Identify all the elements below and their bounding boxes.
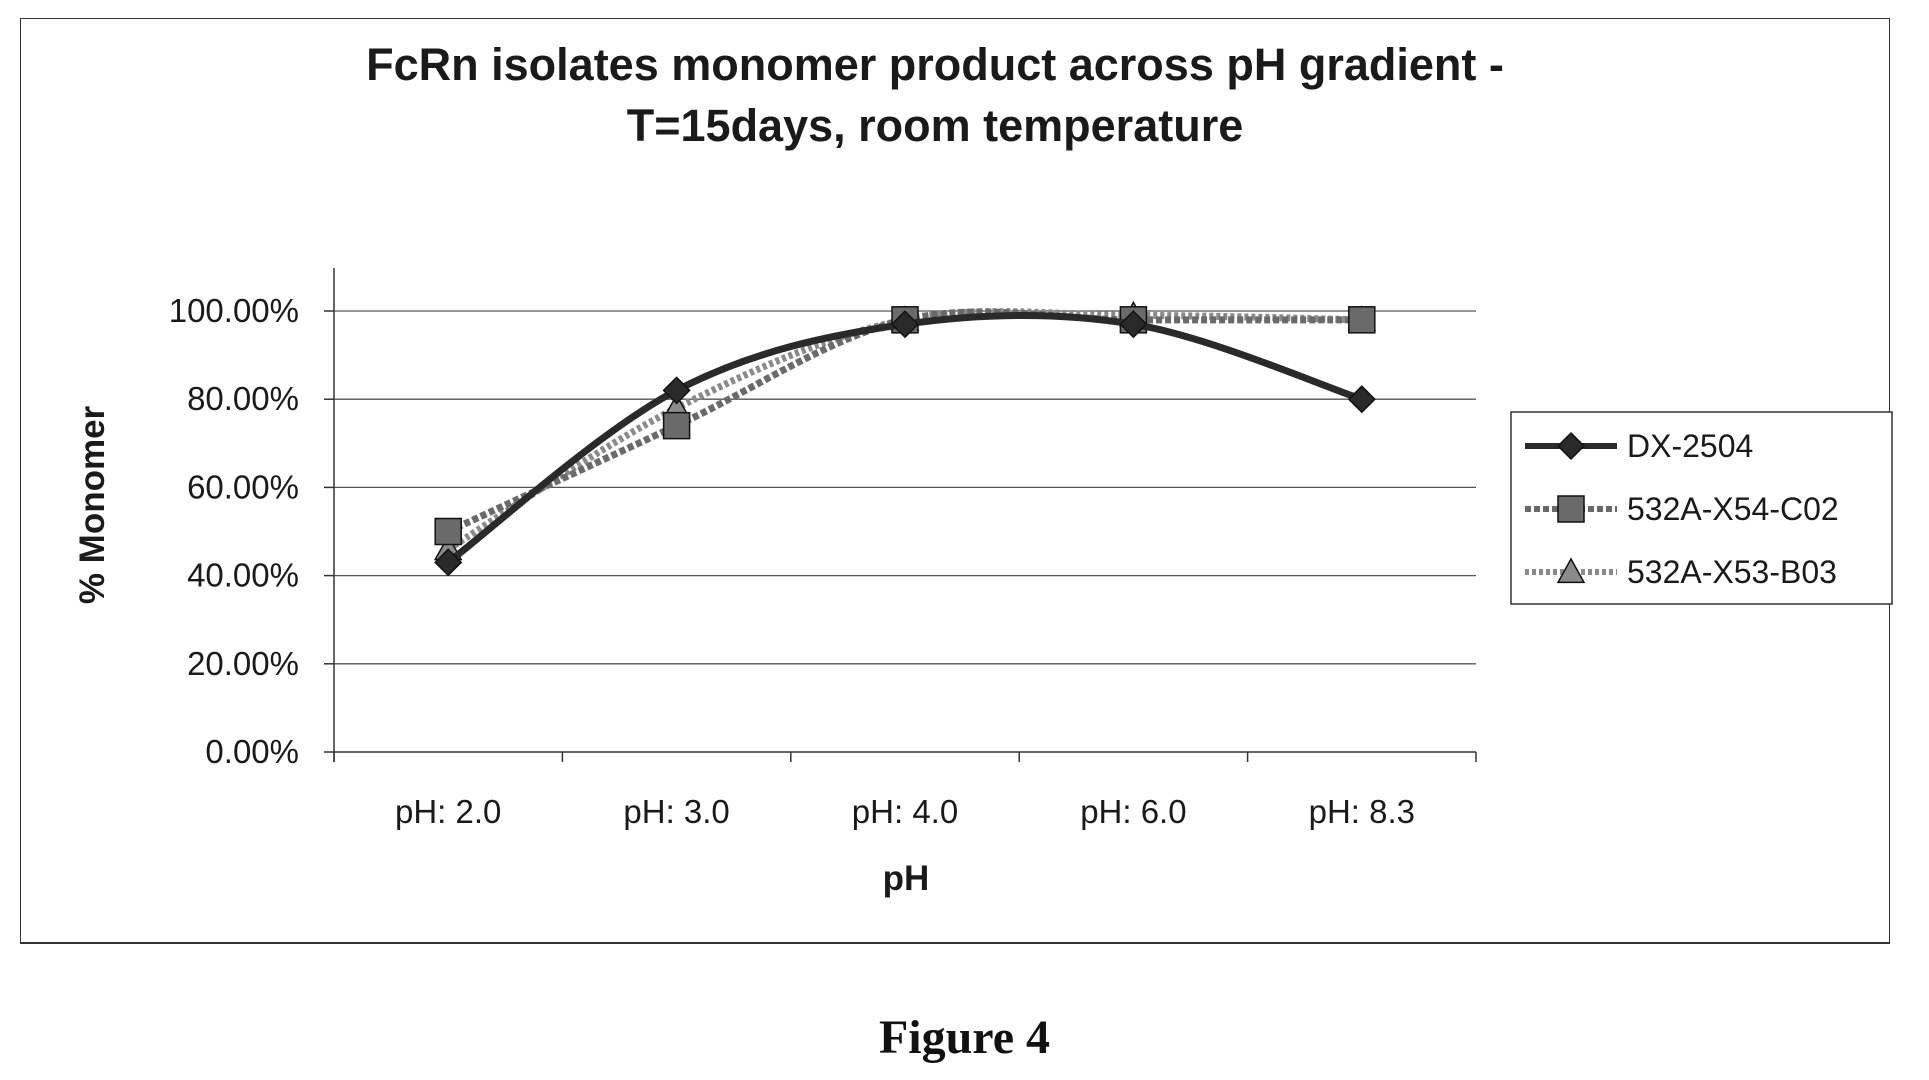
legend-label: 532A-X53-B03	[1627, 554, 1837, 590]
plot-area: 0.00% 20.00% 40.00% 60.00% 80.00% 100.00% pH: …	[169, 268, 1476, 830]
legend-marker	[1558, 496, 1584, 522]
y-tick-label: 0.00%	[205, 733, 299, 770]
y-tick-label: 80.00%	[187, 380, 299, 417]
x-tick-label: pH: 4.0	[852, 793, 958, 830]
legend-label: DX-2504	[1627, 428, 1753, 464]
y-axis-title: % Monomer	[73, 405, 112, 604]
series-line	[448, 312, 1362, 532]
figure-caption: Figure 4	[0, 1010, 1929, 1065]
x-axis-title: pH	[883, 859, 930, 898]
x-tick-label: pH: 6.0	[1080, 793, 1186, 830]
chart-title-line-2: T=15days, room temperature	[627, 100, 1244, 151]
x-tick-label: pH: 8.3	[1309, 793, 1415, 830]
chart-title-line-1: FcRn isolates monomer product across pH …	[366, 39, 1504, 90]
y-tick-label: 20.00%	[187, 645, 299, 682]
data-point	[1349, 307, 1375, 333]
data-point	[1349, 386, 1375, 412]
data-point	[664, 413, 690, 439]
y-tick-label: 40.00%	[187, 557, 299, 594]
x-tick-label: pH: 3.0	[623, 793, 729, 830]
data-point	[435, 519, 461, 545]
series-line	[448, 315, 1362, 562]
y-tick-label: 100.00%	[169, 292, 299, 329]
y-tick-label: 60.00%	[187, 468, 299, 505]
legend-label: 532A-X54-C02	[1627, 491, 1839, 527]
x-tick-label: pH: 2.0	[395, 793, 501, 830]
legend: DX-2504 532A-X54-C02 532A-X53-B03	[1511, 412, 1892, 604]
